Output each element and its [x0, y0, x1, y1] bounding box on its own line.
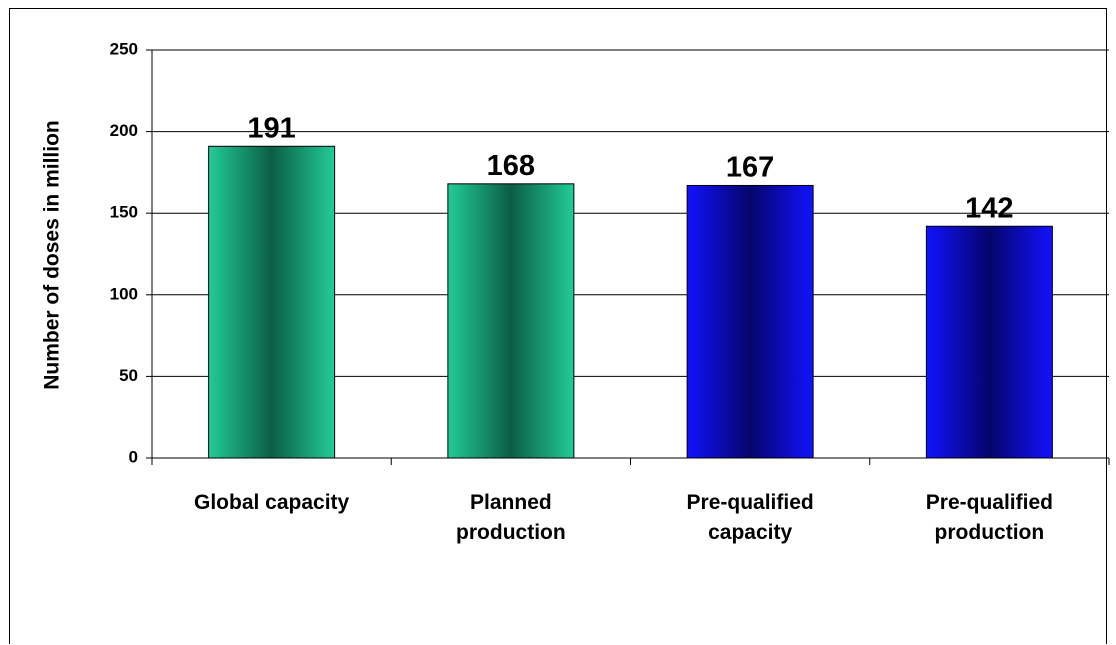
y-tick-label: 100 — [110, 284, 138, 303]
data-label: 191 — [247, 112, 295, 144]
y-tick-label: 250 — [110, 39, 138, 58]
y-tick-label: 50 — [119, 366, 138, 385]
y-axis-title: Number of doses in million — [41, 120, 64, 390]
data-label: 167 — [726, 151, 774, 183]
bars — [208, 145, 1053, 459]
x-category-label: Pre-qualified production — [926, 491, 1053, 544]
x-category-label: Global capacity — [194, 491, 350, 514]
data-label: 142 — [965, 192, 1013, 224]
x-category-label: Pre-qualified capacity — [687, 491, 814, 544]
chart-frame — [9, 8, 1107, 644]
axes — [146, 49, 1110, 465]
bar — [925, 225, 1053, 459]
x-category-label: Planned production — [456, 491, 566, 544]
y-tick-label: 150 — [110, 203, 138, 222]
bar — [447, 183, 575, 459]
y-tick-label: 200 — [110, 121, 138, 140]
bar — [686, 184, 814, 459]
labels: 0 50 100 150 200 250 191 Global capacity 168 Plan… — [110, 39, 1053, 544]
data-label: 168 — [487, 150, 535, 182]
bar — [208, 145, 336, 459]
y-tick-label: 0 — [129, 447, 138, 466]
